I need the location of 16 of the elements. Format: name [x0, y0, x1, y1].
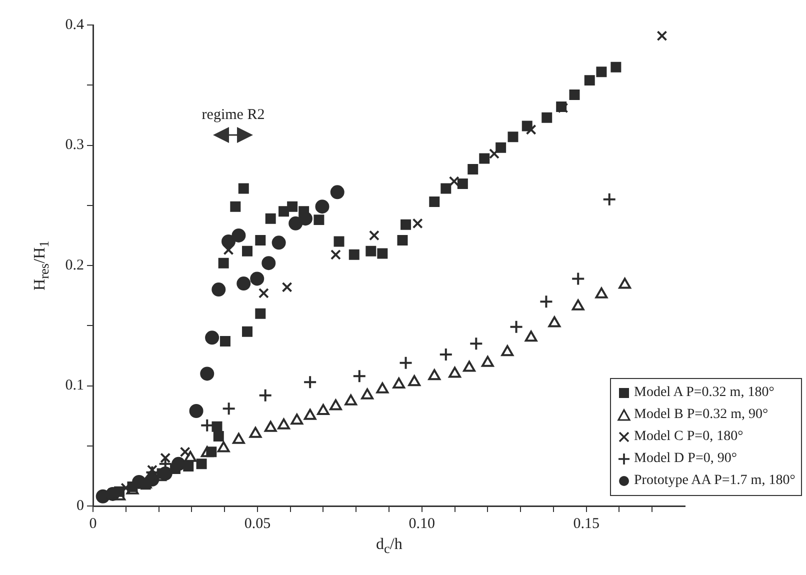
- x-tick-label: 0.15: [573, 516, 600, 532]
- x-tick-label: 0.10: [408, 516, 436, 532]
- legend-label: Model D P=0, 90°: [634, 450, 737, 468]
- y-tick-label: 0.2: [65, 257, 84, 274]
- x-axis-title: d$_{c}$/h: [376, 536, 402, 558]
- y-tick-label: 0.1: [65, 378, 84, 394]
- x-tick-label: 0: [89, 516, 97, 532]
- annotation: regime R2: [202, 106, 265, 124]
- legend-label: Model C P=0, 180°: [634, 428, 744, 446]
- x-tick-label: 0.05: [244, 516, 271, 532]
- y-tick-label: 0.3: [65, 137, 84, 154]
- y-tick-label: 0.4: [65, 16, 84, 33]
- legend-label: Prototype AA P=1.7 m, 180°: [634, 472, 796, 490]
- y-tick-label: 0: [76, 498, 84, 514]
- legend-label: Model B P=0.32 m, 90°: [634, 406, 768, 424]
- legend-label: Model A P=0.32 m, 180°: [634, 384, 774, 402]
